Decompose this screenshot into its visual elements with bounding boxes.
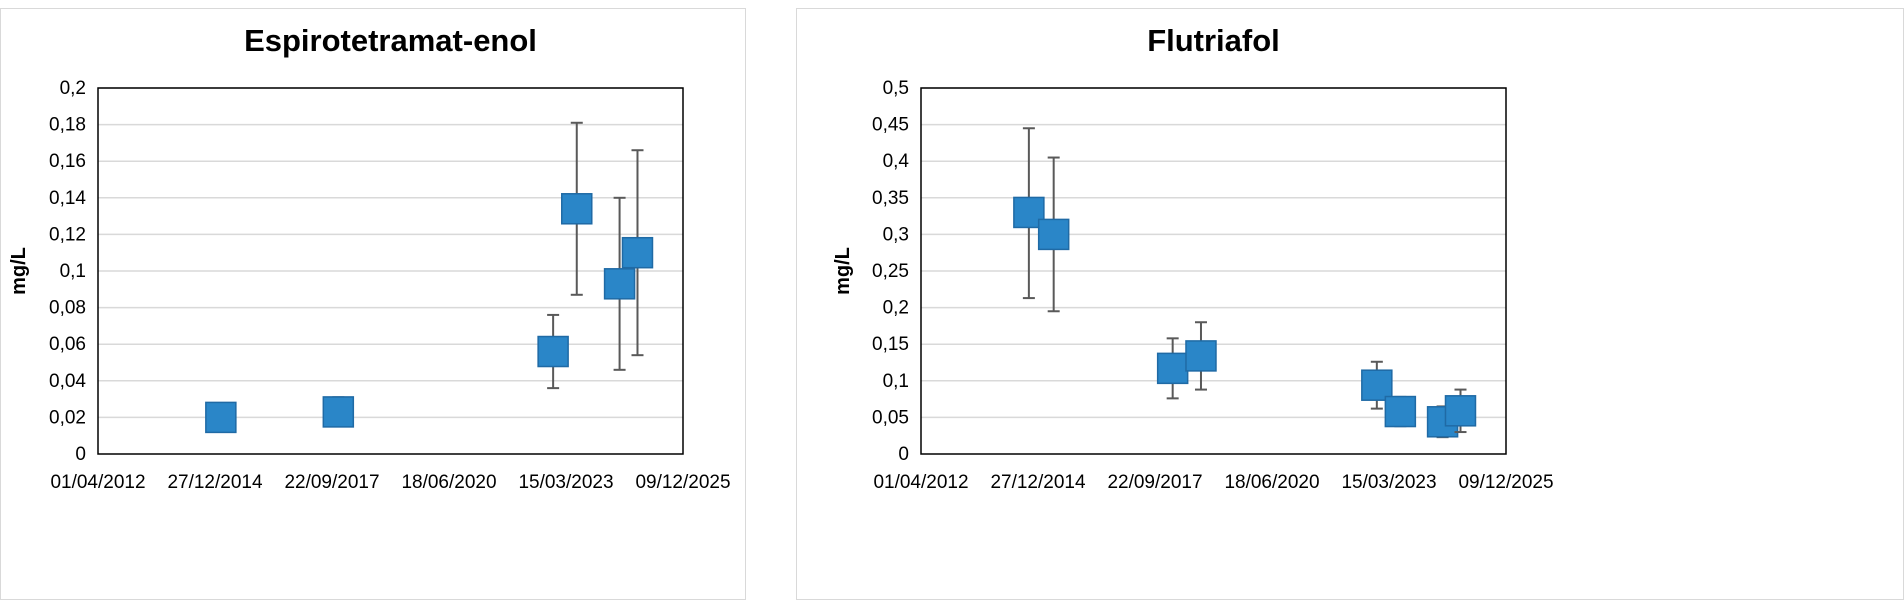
plot-area [97,87,684,455]
data-point [1185,321,1217,391]
y-axis-label: mg/L [8,247,30,295]
x-tick-label: 27/12/2014 [990,472,1086,493]
chart-panel-espirotetramat-enol: 0 0,02 0,04 0,06 0,08 0,1 0,12 0,14 0,16 0,18 0,2 0… [0,8,746,600]
data-point [1361,360,1393,410]
data-point [205,401,237,434]
y-tick-label: 0,06 [49,334,86,355]
x-tick-label: 18/06/2020 [401,472,496,493]
data-point [603,196,636,371]
y-tick-label: 0,2 [60,78,86,99]
y-tick-label: 0,45 [872,115,909,136]
square-marker [561,193,593,225]
y-tick-label: 0,02 [49,407,86,428]
square-marker [1185,340,1217,372]
y-axis-label: mg/L [832,247,854,295]
square-marker [1037,218,1070,251]
square-marker [322,396,355,428]
x-tick-label: 09/12/2025 [635,472,730,493]
y-tick-label: 0,25 [872,261,909,282]
y-tick-label: 0 [898,444,909,465]
y-tick-label: 0,1 [60,261,86,282]
y-tick-label: 0,5 [883,78,909,99]
data-point [621,149,654,357]
y-tick-label: 0,05 [872,407,909,428]
y-tick-label: 0 [75,444,86,465]
plot-area [920,87,1507,455]
y-tick-label: 0,35 [872,188,909,209]
square-marker [537,335,569,368]
y-tick-label: 0,2 [883,298,909,319]
square-marker [1156,352,1189,385]
chart-panel-flutriafol: 0 0,05 0,1 0,15 0,2 0,25 0,3 0,35 0,4 0,45 0,5 01/0… [796,8,1904,600]
square-marker [205,401,237,434]
data-point [1156,337,1189,400]
y-tick-label: 0,04 [49,371,86,392]
y-tick-label: 0,4 [883,151,910,172]
chart-title: Flutriafol [1147,23,1280,58]
x-tick-label: 01/04/2012 [873,472,968,493]
y-tick-label: 0,18 [49,115,86,136]
x-tick-label: 01/04/2012 [50,472,145,493]
x-tick-label: 27/12/2014 [167,472,263,493]
x-tick-label: 22/09/2017 [284,472,379,493]
square-marker [1384,395,1417,428]
square-marker [621,236,654,269]
chart-flutriafol: 0 0,05 0,1 0,15 0,2 0,25 0,3 0,35 0,4 0,45 0,5 01/0… [832,23,1554,493]
x-tick-label: 15/03/2023 [518,472,613,493]
data-point [537,313,569,390]
x-tick-label: 09/12/2025 [1458,472,1553,493]
data-point [1384,395,1417,428]
chart-espirotetramat-enol: 0 0,02 0,04 0,06 0,08 0,1 0,12 0,14 0,16 0,18 0,2 0… [8,23,731,493]
y-tick-label: 0,12 [49,224,86,245]
square-marker [1444,395,1477,427]
y-tick-label: 0,08 [49,298,86,319]
data-point [1037,156,1070,313]
x-tick-label: 18/06/2020 [1224,472,1319,493]
data-point [322,396,355,428]
data-point [1013,127,1045,300]
y-tick-label: 0,1 [883,371,909,392]
data-point [1444,388,1477,434]
x-tick-label: 15/03/2023 [1341,472,1436,493]
y-tick-label: 0,15 [872,334,909,355]
square-marker [1361,369,1393,401]
x-tick-label: 22/09/2017 [1107,472,1202,493]
data-point [561,121,593,296]
y-tick-label: 0,14 [49,188,86,209]
y-tick-label: 0,16 [49,151,86,172]
square-marker [603,268,636,300]
chart-title: Espirotetramat-enol [244,23,537,58]
y-tick-label: 0,3 [883,224,909,245]
